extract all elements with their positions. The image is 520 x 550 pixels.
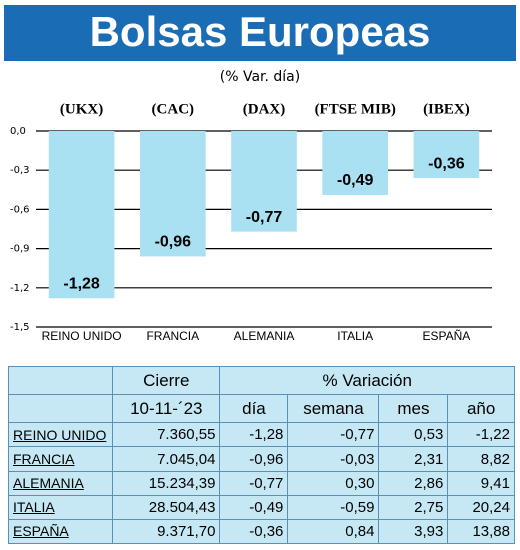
chart: Bolsas Europeas (% Var. día) 0,0 -0,3 -0,6…	[4, 5, 516, 343]
row-label: ESPAÑA	[7, 518, 114, 545]
table-row: 10-11-´23 día semana mes año	[7, 394, 515, 424]
table-cell: 0,53	[378, 422, 449, 448]
value-label: -0,49	[337, 172, 374, 189]
table-cell: -1,28	[219, 422, 289, 448]
table-row: ESPAÑA 9.371,70 -0,36 0,84 3,93 13,88	[7, 518, 515, 545]
ticker-label: (DAX)	[243, 101, 286, 117]
column-header: semana	[287, 394, 380, 424]
value-label: -1,28	[63, 275, 100, 292]
table-row: Cierre% Variación	[7, 365, 515, 396]
corner-cell	[7, 394, 114, 424]
x-tick-label: ALEMANIA	[234, 329, 295, 343]
table-cell: 13,88	[447, 518, 515, 545]
column-header: año	[447, 394, 515, 424]
column-header: día	[219, 394, 289, 424]
table-cell: -1,22	[447, 422, 515, 448]
corner-cell	[7, 365, 114, 396]
x-tick-label: ESPAÑA	[423, 329, 471, 343]
table-cell: -0,77	[287, 422, 380, 448]
ticker-label: (IBEX)	[423, 101, 470, 117]
x-tick-label: ITALIA	[337, 329, 373, 343]
table: Cierre% Variación 10-11-´23 día semana mes añ…	[7, 365, 515, 545]
table-cell: 7.360,55	[112, 422, 221, 448]
ticker-label: (CAC)	[152, 101, 195, 117]
row-label: ITALIA	[7, 494, 114, 520]
table-cell: 0,30	[287, 470, 380, 496]
table-cell: 20,24	[447, 494, 515, 520]
bar	[322, 131, 389, 196]
x-tick-label: FRANCIA	[146, 329, 199, 343]
table-row: FRANCIA 7.045,04 -0,96 -0,03 2,31 8,82	[7, 446, 515, 472]
table-cell: 9,41	[447, 470, 515, 496]
table-cell: -0,77	[219, 470, 289, 496]
table-cell: 2,31	[378, 446, 449, 472]
table-cell: -0,96	[219, 446, 289, 472]
table-cell: 15.234,39	[112, 470, 221, 496]
table-cell: 8,82	[447, 446, 515, 472]
column-header: 10-11-´23	[112, 394, 221, 424]
title-banner	[4, 5, 516, 61]
bar	[139, 131, 206, 257]
ticker-label: (UKX)	[60, 101, 103, 117]
table-cell: 28.504,43	[112, 494, 221, 520]
group-header: Cierre	[112, 365, 221, 396]
table-cell: 2,86	[378, 470, 449, 496]
value-label: -0,96	[155, 234, 192, 251]
chart-subtitle: (% Var. día)	[220, 69, 300, 85]
bar	[231, 131, 297, 232]
table-cell: -0,36	[219, 518, 289, 545]
table-cell: 0,84	[287, 518, 380, 545]
table-row: ALEMANIA 15.234,39 -0,77 0,30 2,86 9,41	[7, 470, 515, 496]
value-label: -0,77	[246, 209, 283, 226]
table-cell: 2,75	[378, 494, 449, 520]
y-tick-label: -0,9	[10, 244, 30, 255]
table-cell: 7.045,04	[112, 446, 221, 472]
table-cell: -0,59	[287, 494, 380, 520]
x-tick-label: REINO UNIDO	[42, 329, 122, 343]
table-cell: -0,49	[219, 494, 289, 520]
group-header: % Variación	[219, 365, 515, 396]
bar	[413, 131, 480, 179]
table-row: ITALIA 28.504,43 -0,49 -0,59 2,75 20,24	[7, 494, 515, 520]
y-tick-label: -0,3	[10, 165, 30, 176]
table-cell: 9.371,70	[112, 518, 221, 545]
value-label: -0,36	[428, 155, 465, 172]
row-label: ALEMANIA	[7, 470, 114, 496]
y-tick-label: -1,2	[10, 283, 30, 294]
y-tick-label: -0,6	[10, 204, 30, 215]
y-tick-label: 0,0	[10, 126, 26, 137]
row-label: FRANCIA	[7, 446, 114, 472]
ticker-label: (FTSE MIB)	[315, 101, 396, 117]
table-cell: 3,93	[378, 518, 449, 545]
column-header: mes	[378, 394, 449, 424]
table-cell: -0,03	[287, 446, 380, 472]
row-label: REINO UNIDO	[7, 422, 114, 448]
table-row: REINO UNIDO 7.360,55 -1,28 -0,77 0,53 -1,22	[7, 422, 515, 448]
chart-title: Bolsas Europeas	[90, 8, 431, 55]
bar	[48, 131, 115, 299]
y-tick-label: -1,5	[10, 322, 30, 333]
